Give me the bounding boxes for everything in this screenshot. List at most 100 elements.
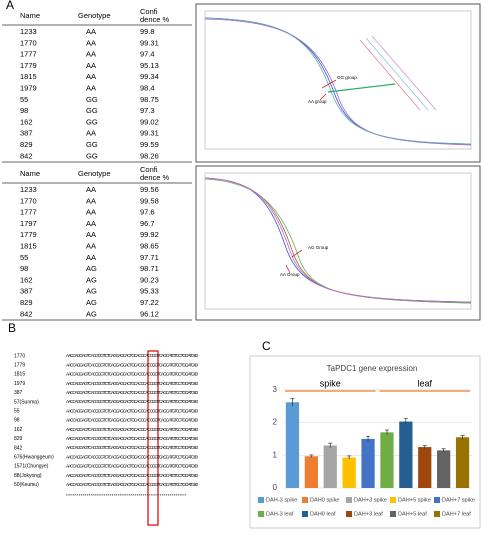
sequence-name: 55: [14, 409, 20, 415]
table-cell: 97.6: [140, 208, 155, 217]
sequence: AACCAGGAGTCACGGGTCTCAGGAGCACTGCACCCACCGG…: [66, 362, 198, 367]
table-cell: 99.58: [140, 196, 159, 205]
table-cell: 98.65: [140, 241, 159, 250]
curve-label: AA group: [308, 99, 327, 104]
table-header: Genotype: [78, 11, 111, 20]
legend-swatch: [390, 511, 396, 517]
table-cell: GG: [86, 151, 98, 160]
table-cell: 1233: [20, 185, 37, 194]
bar: [304, 456, 318, 488]
sequence-name: 1571(Chungye): [14, 464, 49, 470]
table-cell: 95.13: [140, 61, 159, 70]
sequence: AACCAGGAGTCACGGGTCTCAGGAGCACTGCACCCACCGG…: [66, 390, 198, 395]
table-cell: 97.3: [140, 106, 155, 115]
sequence-name: 57(Sunma): [14, 399, 39, 405]
bar: [323, 445, 337, 488]
table-cell: AA: [86, 83, 96, 92]
table-cell: 95.33: [140, 287, 159, 296]
sequence: AACCAGGAGTCACGGGTCTCAGGAGCACTGCACCCACCGG…: [66, 381, 198, 386]
table-cell: 842: [20, 309, 33, 318]
table-cell: 387: [20, 287, 33, 296]
sequence: AACCAGGAGTCACGGGTCTCAGGAGCACTGCACCCACCGG…: [66, 399, 198, 404]
curve-label: AG Group: [308, 245, 329, 250]
table-cell: AG: [86, 287, 97, 296]
table-cell: 1777: [20, 208, 37, 217]
table-cell: 1815: [20, 241, 37, 250]
table-cell: 1797: [20, 219, 37, 228]
legend-label: DAH+7 spike: [442, 497, 475, 503]
table-cell: 97.4: [140, 50, 155, 59]
table-cell: 97.22: [140, 298, 159, 307]
table-cell: 98.75: [140, 95, 159, 104]
legend-swatch: [258, 511, 264, 517]
sequence: AACCAGGAGTCACGGGTCTCAGGAGCACTGCACCCACCGG…: [66, 427, 198, 432]
sequence: AACCAGGAGTCACGGGTCTCAGGAGCACTGCACCCACCGG…: [66, 408, 198, 413]
sequence-name: 387: [14, 390, 23, 396]
table-cell: 96.12: [140, 309, 159, 318]
melt-chart-frame: [195, 165, 481, 321]
y-tick-label: 3: [273, 385, 278, 394]
legend-label: DAH+7 leaf: [442, 511, 471, 517]
table-cell: 98.26: [140, 151, 159, 160]
table-cell: 1979: [20, 83, 37, 92]
table-cell: AA: [86, 208, 96, 217]
table-cell: AA: [86, 38, 96, 47]
sequence: AACCAGGAGTCACGGGTCTCAGGAGCACTGCACCCACCGG…: [66, 353, 198, 358]
legend-swatch: [346, 497, 352, 503]
bar: [399, 421, 413, 488]
table-header: Name: [20, 169, 40, 178]
table-cell: AG: [86, 298, 97, 307]
panel-label: C: [262, 339, 271, 353]
table-cell: GG: [86, 140, 98, 149]
table-cell: 99.92: [140, 230, 159, 239]
legend-swatch: [258, 497, 264, 503]
table-cell: AA: [86, 27, 96, 36]
table-cell: 99.02: [140, 117, 159, 126]
bar: [455, 437, 470, 488]
table-cell: 1779: [20, 61, 37, 70]
table-cell: 387: [20, 129, 33, 138]
legend-label: DAH-3 leaf: [266, 511, 294, 517]
sequence: AACCAGGAGTCACGGGTCTCAGGAGCACTGCACCCACCGG…: [66, 454, 198, 459]
sequence: AACCAGGAGTCACGGGTCTCAGGAGCACTGCACCCACCGG…: [66, 464, 198, 469]
table-cell: 842: [20, 151, 33, 160]
sequence-name: 50(Keumu): [14, 482, 39, 488]
table-cell: AA: [86, 50, 96, 59]
highlight-box: [147, 350, 159, 526]
table-cell: 829: [20, 298, 33, 307]
table-header: Confi dence %: [140, 7, 170, 24]
bar: [342, 457, 356, 488]
bar: [285, 402, 300, 488]
table-cell: 99.56: [140, 185, 159, 194]
table-cell: 96.7: [140, 219, 155, 228]
table-cell: 98: [20, 106, 28, 115]
table-cell: AA: [86, 129, 96, 138]
sequence-name: 676(Hwanggeum): [14, 455, 54, 461]
table-cell: 55: [20, 95, 28, 104]
table-cell: AG: [86, 264, 97, 273]
sequence-name: 1770: [14, 353, 25, 359]
table-header: Genotype: [78, 169, 111, 178]
legend-label: DAH0 leaf: [310, 511, 336, 517]
legend-label: DAH+5 leaf: [398, 511, 427, 517]
table-cell: GG: [86, 117, 98, 126]
table-cell: 99.59: [140, 140, 159, 149]
melt-chart-frame: [195, 3, 481, 163]
table-cell: AA: [86, 61, 96, 70]
table-cell: AG: [86, 309, 97, 318]
legend-label: DAH0 spike: [310, 497, 340, 503]
table-cell: AA: [86, 196, 96, 205]
table-cell: 1233: [20, 27, 37, 36]
table-cell: AA: [86, 230, 96, 239]
table-cell: GG: [86, 95, 98, 104]
table-cell: 1770: [20, 196, 37, 205]
table-cell: 99.8: [140, 27, 155, 36]
table-cell: AG: [86, 275, 97, 284]
legend-label: DAH+5 spike: [398, 497, 431, 503]
table-cell: 1815: [20, 72, 37, 81]
y-tick-label: 1: [273, 450, 278, 459]
sequence: AACCAGGAGTCACGGGTCTCAGGAGCACTGCACCCACCGG…: [66, 436, 198, 441]
table-cell: AA: [86, 72, 96, 81]
table-cell: AA: [86, 253, 96, 262]
table-cell: 99.34: [140, 72, 159, 81]
